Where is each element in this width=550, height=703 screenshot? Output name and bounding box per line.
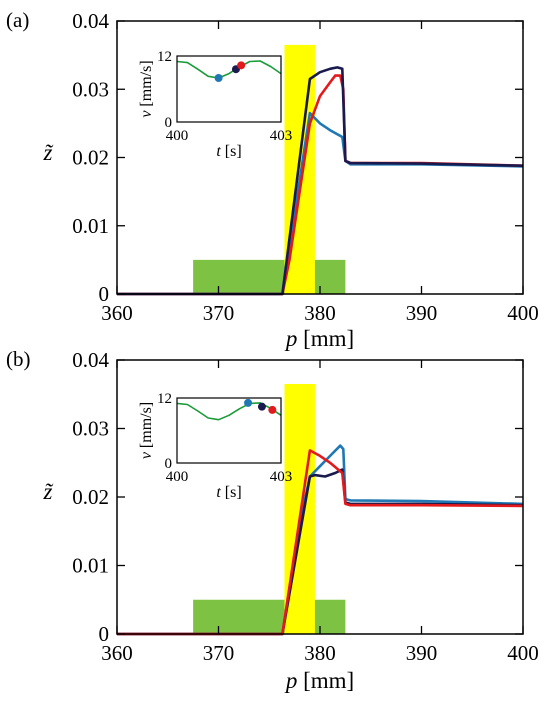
inset-y-axis-label: v [mm/s] [138,402,155,459]
inset-x-axis-label: t [s] [216,143,241,160]
y-tick-label: 0.04 [72,9,109,33]
inset-frame [176,397,282,464]
inset-chart: 400 403 0 12 t [s] v [mm/s] [138,391,292,501]
inset-marker-0 [214,74,223,82]
inset-x-tick-label: 400 [166,469,189,485]
inset-marker-1 [257,402,266,411]
series-line-2 [117,449,524,636]
inset-frame [176,55,282,123]
inset-x-axis-label: t [s] [216,484,241,501]
x-tick-label: 370 [203,301,235,325]
y-tick-label: 0.04 [72,348,109,372]
inset-x-tick-label: 403 [270,469,293,485]
inset-x-tick-label: 403 [270,128,293,144]
x-tick-label: 370 [203,641,235,665]
x-axis-label: p [mm] [284,668,354,693]
x-tick-label: 360 [101,641,133,665]
inset-x-tick-label: 400 [166,128,189,144]
inset-marker-2 [237,61,246,70]
inset-velocity-curve [176,60,282,79]
y-tick-label: 0.02 [72,146,109,170]
y-tick-label: 0.03 [72,417,109,441]
inset-y-tick-label: 12 [157,391,172,407]
inset-y-axis-label: v [mm/s] [138,60,155,117]
inset-marker-2 [268,405,277,414]
inset-marker-0 [244,398,253,407]
x-tick-label: 360 [101,301,133,325]
x-tick-label: 390 [406,301,438,325]
y-axis-label: z̃ [43,140,55,165]
y-tick-label: 0.03 [72,77,109,101]
green-region [193,259,346,294]
x-tick-label: 380 [304,641,336,665]
y-tick-label: 0.01 [72,214,109,238]
x-tick-label: 390 [406,641,438,665]
inset-y-tick-label: 0 [165,456,173,472]
x-axis-label: p [mm] [284,326,354,351]
series-line-2 [117,66,524,296]
panel-label: (a) [6,8,29,32]
series-line-1 [117,468,524,636]
y-tick-label: 0.01 [72,554,109,578]
inset-y-tick-label: 0 [165,115,173,131]
green-region [193,599,346,634]
x-tick-label: 400 [507,641,539,665]
inset-chart: 400 403 0 12 t [s] v [mm/s] [138,49,292,160]
y-tick-label: 0 [99,282,110,306]
x-tick-label: 400 [507,301,539,325]
y-tick-label: 0.02 [72,485,109,509]
panel-label: (b) [6,347,31,371]
inset-y-tick-label: 12 [157,49,172,65]
y-axis-label: z̃ [43,479,55,504]
y-tick-label: 0 [99,622,110,646]
x-tick-label: 380 [304,301,336,325]
